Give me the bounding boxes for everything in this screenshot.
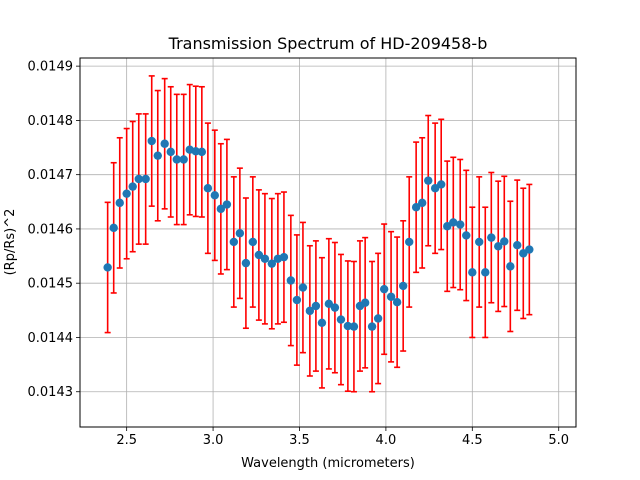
y-tick-label: 0.0147: [28, 168, 74, 183]
data-point: [267, 259, 277, 268]
data-point: [411, 203, 421, 212]
y-axis-label: (Rp/Rs)^2: [3, 209, 18, 276]
data-point: [317, 318, 327, 328]
data-point: [141, 174, 150, 184]
x-tick-label: 4.0: [376, 433, 397, 448]
chart-title: Transmission Spectrum of HD-209458-b: [168, 34, 488, 53]
data-point: [392, 297, 402, 307]
x-tick-label: 3.0: [203, 433, 224, 448]
x-tick-label: 4.5: [462, 433, 483, 448]
data-point: [324, 299, 334, 309]
data-point: [248, 237, 258, 247]
data-point: [360, 298, 370, 307]
data-point: [330, 303, 340, 312]
data-point: [367, 322, 377, 331]
data-point: [506, 262, 515, 271]
data-point: [436, 180, 446, 189]
data-point: [386, 292, 396, 301]
data-point: [103, 263, 112, 272]
data-point: [254, 250, 264, 260]
data-point: [128, 182, 137, 191]
data-point: [487, 233, 496, 242]
data-point: [336, 315, 346, 324]
data-point: [456, 220, 465, 229]
data-points: [103, 136, 534, 331]
data-point: [481, 268, 490, 277]
data-point: [179, 155, 188, 164]
data-point: [197, 147, 207, 157]
data-point: [235, 229, 245, 238]
data-point: [210, 191, 220, 200]
data-point: [134, 174, 143, 184]
data-point: [203, 184, 213, 193]
data-point: [216, 204, 226, 214]
data-point: [449, 218, 458, 227]
data-point: [191, 147, 200, 156]
data-point: [222, 200, 232, 209]
x-axis-label: Wavelength (micrometers): [241, 456, 415, 471]
data-point: [153, 151, 162, 160]
y-tick-label: 0.0148: [28, 114, 74, 129]
x-tick-label: 2.5: [116, 433, 137, 448]
data-point: [430, 184, 440, 193]
data-point: [500, 237, 509, 246]
data-point: [311, 301, 321, 311]
y-tick-label: 0.0144: [28, 331, 74, 346]
plot-frame: [79, 57, 577, 428]
data-point: [519, 249, 528, 258]
data-point: [292, 295, 302, 305]
data-point: [398, 281, 408, 291]
data-point: [379, 284, 389, 294]
data-point: [349, 322, 359, 331]
y-tick-label: 0.0149: [28, 60, 74, 75]
data-point: [494, 242, 503, 251]
data-point: [513, 241, 522, 250]
x-tick-label: 5.0: [548, 433, 569, 448]
y-tick-label: 0.0143: [28, 385, 74, 400]
data-point: [475, 237, 484, 247]
data-point: [424, 176, 433, 185]
data-point: [373, 314, 383, 323]
data-point: [462, 231, 471, 240]
data-point: [343, 321, 353, 331]
data-point: [405, 237, 414, 247]
data-point: [122, 189, 131, 198]
data-point: [286, 276, 296, 285]
data-point: [279, 252, 289, 262]
data-point: [147, 136, 156, 146]
x-tick-label: 3.5: [289, 433, 310, 448]
data-point: [115, 198, 124, 208]
y-tick-label: 0.0146: [28, 222, 74, 237]
data-point: [160, 139, 169, 148]
data-point: [298, 283, 308, 292]
data-point: [468, 268, 477, 277]
data-point: [172, 155, 181, 164]
data-point: [166, 147, 175, 157]
data-point: [229, 237, 239, 247]
y-tick-label: 0.0145: [28, 277, 74, 292]
data-point: [443, 222, 452, 231]
data-point: [260, 254, 270, 263]
data-point: [417, 198, 427, 208]
data-point: [109, 223, 118, 233]
data-point: [525, 245, 534, 254]
axis-ticks: 2.5 3.0 3.5 4.0 4.5 5.0 0.0143 0.0144 0.0145 0.01…: [28, 60, 570, 448]
data-point: [305, 306, 315, 316]
data-point: [241, 258, 251, 268]
